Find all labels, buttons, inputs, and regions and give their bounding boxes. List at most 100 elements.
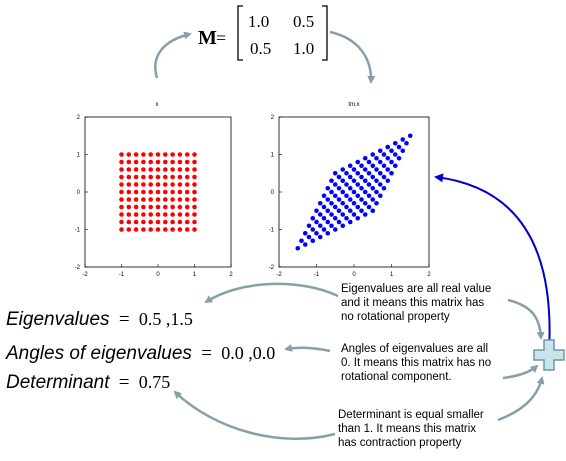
plot-transformed-point — [381, 152, 387, 157]
plot-transformed-point — [329, 189, 334, 195]
angles-equals: = — [201, 343, 212, 364]
plot-original-point — [148, 197, 153, 202]
plot-transformed-point — [370, 163, 376, 169]
plot-original-point — [141, 152, 146, 157]
plot-original-point — [141, 227, 146, 232]
plot-original-point — [141, 212, 146, 217]
plot-transformed-point — [332, 182, 338, 187]
plot-original-point — [141, 219, 146, 225]
plot-original-point — [184, 182, 190, 187]
plot-original-ticks: -2 -1 0 1 2 2 1 0 -1 -2 — [75, 115, 234, 278]
plot-original-point — [192, 174, 197, 180]
plot-transformed-ytick-label: 1 — [271, 153, 275, 159]
plot-transformed-point — [329, 223, 334, 229]
plot-original-point — [170, 174, 175, 180]
plot-transformed-point — [407, 133, 413, 139]
plot-transformed-point — [329, 178, 334, 184]
plot-original-point — [126, 197, 132, 202]
plot-transformed-point — [381, 174, 387, 180]
plot-original-point — [192, 152, 197, 157]
plot-transformed-point — [347, 163, 353, 169]
note-angles-line-3: rotational component. — [341, 371, 452, 383]
plot-original-point — [126, 212, 132, 217]
plot-transformed-points — [295, 133, 413, 251]
plot-transformed-point — [362, 212, 368, 217]
plot-transformed-point — [317, 212, 323, 217]
angles-value: 0.0 ,0.0 — [221, 343, 275, 363]
plot-original-point — [163, 197, 168, 202]
plot-transformed-point — [344, 193, 349, 199]
plot-transformed-point — [332, 170, 338, 176]
plot-original-point — [177, 197, 183, 202]
plot-transformed-point — [359, 163, 364, 169]
plot-original-point — [192, 167, 197, 172]
plot-original-point — [177, 204, 183, 210]
plot-transformed-point — [314, 230, 319, 236]
plot-transformed-point — [347, 208, 353, 214]
plot-transformed-point — [344, 204, 349, 210]
plot-transformed-point — [347, 219, 353, 225]
determinant-equals: = — [119, 372, 130, 393]
plot-original-point — [133, 159, 139, 165]
plot-transformed-point — [374, 178, 379, 184]
plot-transformed-point — [355, 204, 361, 210]
plot-transformed-point — [317, 200, 323, 206]
plot-transformed-point — [389, 170, 394, 176]
plot-transformed-point — [332, 193, 338, 199]
arrow-from-matrix — [329, 30, 376, 84]
plot-original-point — [148, 167, 153, 172]
matrix-cell-12: 0.5 — [293, 12, 314, 31]
plot-original-ytick-label: 1 — [77, 153, 81, 159]
note-determinant-line-1: Determinant is equal smaller — [338, 409, 484, 421]
plot-transformed-point — [336, 219, 342, 225]
plot-original-point — [192, 197, 197, 202]
plot-transformed-point — [381, 163, 387, 169]
plot-transformed-point — [385, 178, 391, 184]
plot-transformed-point — [355, 182, 361, 187]
plot-transformed-point — [317, 223, 323, 229]
plot-transformed-point — [302, 230, 308, 236]
plot-transformed-point — [400, 137, 406, 142]
plot-original-point — [163, 204, 168, 210]
plot-transformed-point — [404, 140, 409, 146]
plot-transformed-point — [325, 185, 331, 191]
plot-transformed-point — [359, 174, 364, 180]
matrix-cell-11: 1.0 — [248, 12, 269, 31]
plot-transformed-point — [336, 197, 342, 202]
eigenvalues-value: 0.5 ,1.5 — [139, 309, 193, 329]
plot-original-point — [184, 197, 190, 202]
plot-original-point — [148, 204, 153, 210]
plot-transformed-point — [359, 208, 364, 214]
plot-transformed-ytick-label: -1 — [269, 228, 275, 234]
note-eigen-line-3: no rotational property — [341, 311, 450, 323]
plot-transformed-point — [325, 230, 331, 236]
plot-original-point — [155, 204, 161, 210]
determinant-label: Determinant — [6, 372, 110, 393]
plot-transformed-point — [396, 155, 402, 161]
plot-transformed-point — [336, 174, 342, 180]
plot-transformed-point — [299, 238, 304, 244]
plot-original-point — [184, 159, 190, 165]
arrow-note-eigen-to-eq — [204, 282, 339, 304]
plot-original-xtick-label: 2 — [229, 272, 233, 278]
plot-transformed-xtick-label: 2 — [427, 272, 431, 278]
plot-original-point — [170, 167, 175, 172]
plot-original-ytick-label: 2 — [77, 115, 81, 121]
plot-original-point — [163, 159, 168, 165]
plot-transformed-point — [400, 148, 406, 154]
plot-original-point — [126, 152, 132, 157]
plot-original-point — [155, 189, 161, 195]
plot-original-point — [155, 219, 161, 225]
plot-transformed-point — [321, 193, 327, 199]
plot-original-point — [141, 182, 146, 187]
plot-original-point — [155, 212, 161, 217]
matrix-left-bracket — [237, 5, 243, 61]
plot-transformed-point — [381, 185, 387, 191]
plot-transformed-point — [340, 167, 346, 172]
plot-original-point — [133, 212, 139, 217]
plot-transformed-point — [321, 204, 327, 210]
plot-transformed-point — [374, 200, 379, 206]
plot-transformed-point — [295, 245, 301, 251]
plot-transformed-point — [336, 185, 342, 191]
plot-transformed-point — [344, 215, 349, 221]
